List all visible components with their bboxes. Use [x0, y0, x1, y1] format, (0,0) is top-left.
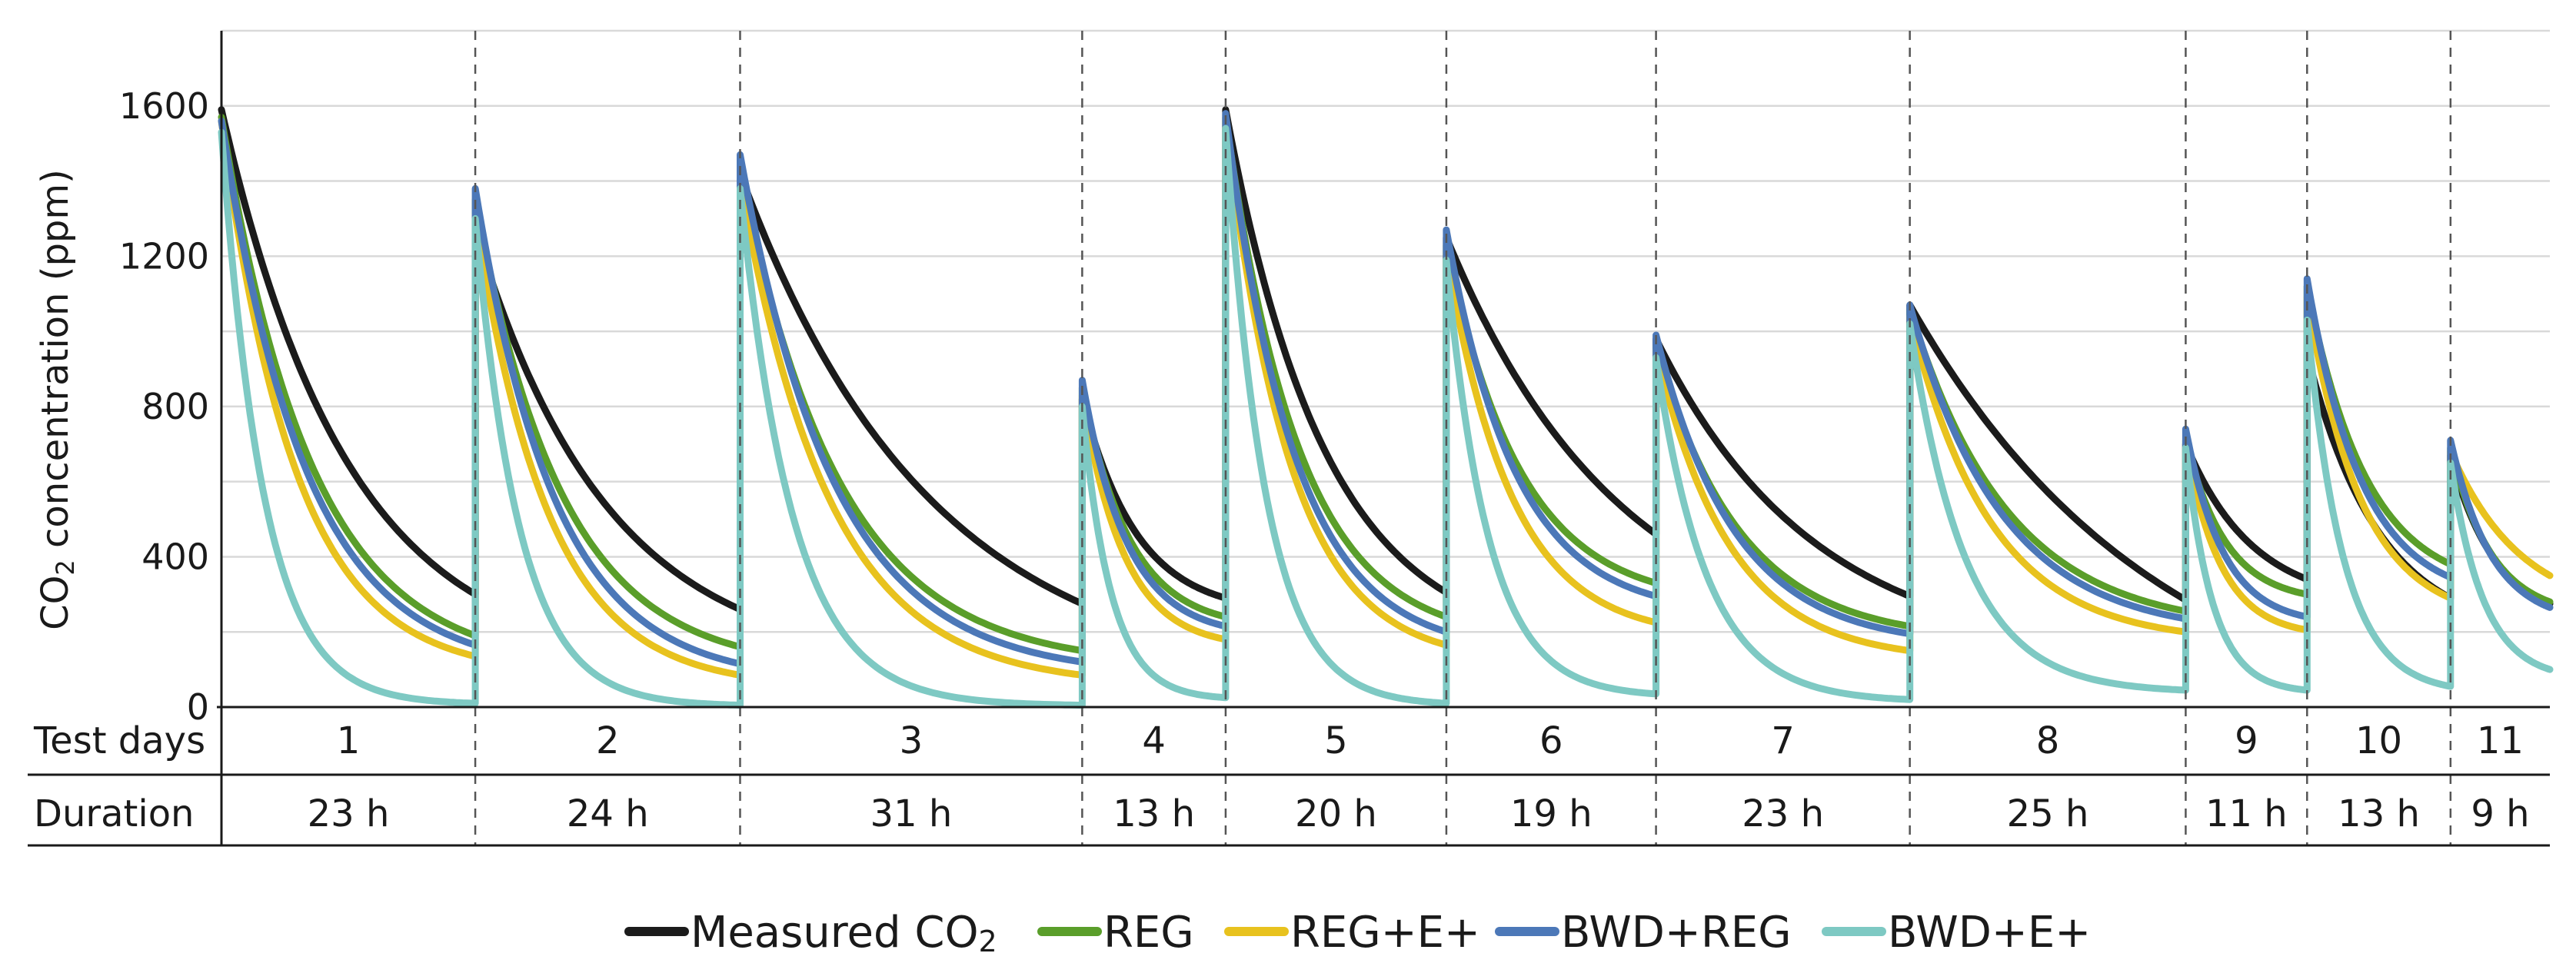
duration-cell: 25 h: [2007, 792, 2089, 835]
test-day-cell: 2: [596, 719, 620, 762]
series-line: [218, 125, 2554, 709]
y-axis-label-sub: 2: [51, 560, 80, 575]
test-day-cell: 11: [2477, 719, 2524, 762]
y-tick-labels: 0 400 800 1200 1600: [119, 85, 209, 728]
duration-cell: 9 h: [2471, 792, 2529, 835]
legend: Measured CO2 REG REG+E+ BWD+REG BWD+E+: [624, 908, 2091, 958]
legend-label: REG: [1103, 908, 1194, 958]
duration-cell: 11 h: [2205, 792, 2288, 835]
test-day-cell: 10: [2355, 719, 2402, 762]
test-day-cell: 6: [1539, 719, 1563, 762]
series-line: [218, 117, 2554, 679]
test-day-cell: 4: [1142, 719, 1166, 762]
test-day-cell: 9: [2235, 719, 2258, 762]
duration-cell: 31 h: [870, 792, 953, 835]
duration-cell: 20 h: [1295, 792, 1377, 835]
duration-cell: 13 h: [1113, 792, 1195, 835]
y-axis-label-rest: concentration (ppm): [34, 169, 77, 560]
table-cells: 1 23 h 2 24 h 3 31 h 4 13 h 5 20 h 6 19 h 7 23 h 8 25 h…: [308, 719, 2530, 835]
y-tick-label: 0: [187, 686, 209, 728]
duration-cell: 23 h: [308, 792, 390, 835]
duration-cell: 13 h: [2338, 792, 2420, 835]
test-day-cell: 3: [900, 719, 924, 762]
test-day-cell: 7: [1771, 719, 1795, 762]
duration-cell: 24 h: [567, 792, 649, 835]
segment-separators: [474, 31, 2452, 845]
y-axis-label: CO2 concentration (ppm): [34, 169, 80, 630]
axes: [28, 31, 2550, 847]
test-day-table: Test days Duration: [33, 719, 205, 835]
row-label-duration: Duration: [34, 792, 194, 835]
row-label-test-days: Test days: [33, 719, 205, 762]
series-line: [218, 110, 2554, 668]
legend-label: BWD+E+: [1888, 908, 2091, 958]
y-tick-label: 1200: [119, 235, 209, 277]
series-line: [218, 113, 2554, 655]
y-axis-label-main: CO: [34, 576, 77, 630]
test-day-cell: 1: [337, 719, 361, 762]
gridlines: [221, 29, 2550, 633]
legend-label: Measured CO2: [691, 908, 997, 958]
series-line: [218, 106, 2554, 613]
test-day-cell: 5: [1324, 719, 1348, 762]
y-tick-label: 1600: [119, 85, 209, 127]
legend-label: REG+E+: [1290, 908, 1480, 958]
y-tick-label: 800: [141, 386, 209, 427]
test-day-cell: 8: [2036, 719, 2060, 762]
series-lines: [218, 106, 2554, 709]
y-tick-label: 400: [141, 536, 209, 577]
duration-cell: 19 h: [1510, 792, 1593, 835]
legend-label: BWD+REG: [1561, 908, 1792, 958]
duration-cell: 23 h: [1742, 792, 1824, 835]
